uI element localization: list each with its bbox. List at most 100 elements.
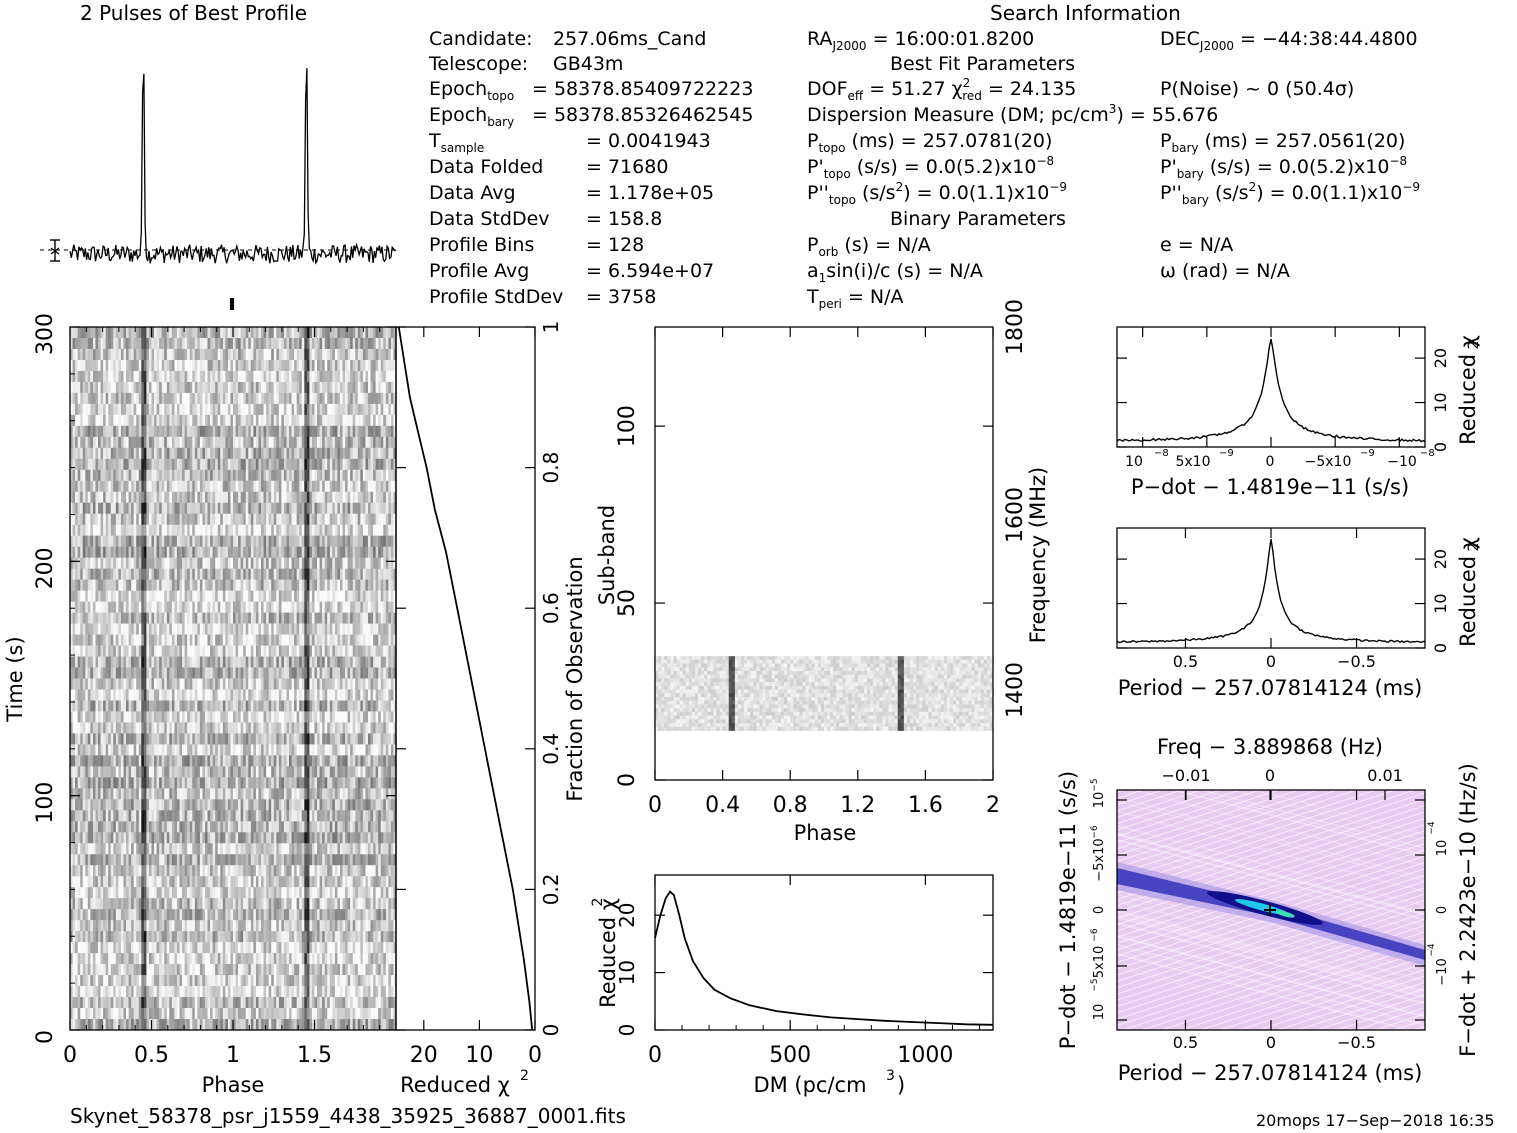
time-phase-cell bbox=[184, 700, 188, 712]
time-phase-cell bbox=[253, 590, 257, 603]
time-phase-cell bbox=[110, 601, 114, 613]
time-phase-cell bbox=[378, 568, 382, 581]
time-phase-cell bbox=[367, 359, 371, 372]
time-phase-cell bbox=[169, 700, 173, 712]
time-phase-cell bbox=[276, 601, 280, 613]
time-phase-cell bbox=[230, 568, 234, 581]
time-phase-cell bbox=[301, 634, 305, 646]
time-phase-cell bbox=[317, 469, 320, 482]
time-phase-cell bbox=[87, 656, 91, 668]
time-phase-cell bbox=[311, 535, 315, 548]
time-phase-cell bbox=[263, 645, 267, 657]
time-phase-cell bbox=[296, 524, 300, 537]
time-phase-cell bbox=[238, 623, 242, 635]
time-phase-cell bbox=[383, 557, 387, 570]
time-phase-cell bbox=[212, 733, 216, 745]
time-phase-cell bbox=[263, 348, 267, 361]
time-phase-cell bbox=[110, 458, 114, 471]
time-phase-cell bbox=[365, 458, 369, 471]
time-phase-cell bbox=[187, 700, 191, 712]
time-phase-cell bbox=[365, 733, 369, 745]
time-phase-cell bbox=[390, 513, 394, 526]
time-phase-cell bbox=[131, 348, 135, 361]
time-phase-cell bbox=[166, 568, 170, 581]
time-phase-cell bbox=[345, 447, 349, 460]
time-phase-cell bbox=[324, 678, 328, 690]
time-phase-cell bbox=[273, 425, 277, 438]
time-phase-cell bbox=[324, 612, 328, 624]
time-phase-cell bbox=[220, 436, 224, 449]
time-phase-cell bbox=[243, 590, 247, 603]
time-phase-cell bbox=[110, 436, 114, 449]
time-phase-cell bbox=[70, 667, 73, 679]
time-phase-cell bbox=[268, 513, 272, 526]
time-phase-cell bbox=[110, 678, 114, 690]
time-phase-cell bbox=[100, 689, 104, 701]
time-phase-cell bbox=[128, 601, 132, 613]
time-phase-cell bbox=[393, 502, 397, 515]
time-phase-cell bbox=[309, 612, 313, 624]
time-phase-cell bbox=[271, 612, 275, 624]
time-phase-cell bbox=[230, 513, 234, 526]
time-phase-cell bbox=[317, 327, 320, 339]
time-phase-cell bbox=[126, 590, 129, 603]
time-phase-cell bbox=[342, 359, 346, 372]
time-phase-cell bbox=[334, 700, 338, 712]
time-phase-cell bbox=[390, 381, 394, 394]
time-phase-cell bbox=[385, 700, 389, 712]
time-phase-cell bbox=[77, 381, 81, 394]
time-phase-cell bbox=[365, 744, 369, 756]
time-phase-cell bbox=[233, 337, 236, 350]
time-phase-cell bbox=[189, 370, 193, 383]
time-phase-cell bbox=[352, 579, 356, 592]
time-phase-cell bbox=[289, 689, 292, 701]
time-phase-cell bbox=[301, 348, 305, 361]
time-phase-cell bbox=[306, 667, 310, 679]
time-phase-cell bbox=[187, 733, 191, 745]
time-phase-cell bbox=[317, 491, 320, 504]
time-phase-cell bbox=[131, 656, 135, 668]
time-phase-cell bbox=[225, 425, 229, 438]
time-phase-cell bbox=[227, 568, 231, 581]
time-phase-cell bbox=[225, 327, 229, 339]
time-phase-cell bbox=[278, 414, 282, 427]
time-phase-cell bbox=[339, 480, 343, 493]
time-phase-cell bbox=[390, 535, 394, 548]
time-phase-cell bbox=[131, 612, 135, 624]
time-phase-cell bbox=[291, 370, 295, 383]
time-phase-cell bbox=[100, 744, 104, 756]
time-phase-cell bbox=[309, 568, 313, 581]
time-phase-cell bbox=[143, 392, 147, 405]
time-phase-cell bbox=[212, 524, 216, 537]
time-phase-cell bbox=[70, 359, 73, 372]
time-phase-cell bbox=[319, 425, 323, 438]
time-phase-cell bbox=[317, 436, 320, 449]
time-phase-cell bbox=[362, 337, 366, 350]
time-phase-cell bbox=[77, 327, 81, 339]
time-phase-cell bbox=[131, 557, 135, 570]
time-phase-cell bbox=[339, 535, 343, 548]
time-phase-cell bbox=[161, 634, 165, 646]
time-phase-cell bbox=[118, 656, 122, 668]
time-phase-cell bbox=[182, 327, 186, 339]
time-phase-cell bbox=[355, 711, 359, 723]
time-phase-cell bbox=[103, 370, 107, 383]
time-phase-cell bbox=[266, 744, 270, 756]
time-phase-cell bbox=[194, 700, 198, 712]
time-phase-cell bbox=[281, 392, 285, 405]
time-phase-cell bbox=[240, 612, 244, 624]
time-phase-cell bbox=[235, 403, 239, 416]
time-phase-cell bbox=[189, 458, 193, 471]
time-phase-cell bbox=[240, 656, 244, 668]
time-phase-cell bbox=[138, 337, 142, 350]
time-phase-cell bbox=[273, 623, 277, 635]
time-phase-cell bbox=[299, 634, 303, 646]
time-phase-cell bbox=[240, 447, 244, 460]
time-phase-cell bbox=[110, 733, 114, 745]
time-phase-cell bbox=[222, 436, 226, 449]
time-phase-cell bbox=[357, 414, 361, 427]
time-phase-cell bbox=[240, 491, 244, 504]
time-phase-cell bbox=[253, 469, 257, 482]
time-phase-cell bbox=[230, 469, 234, 482]
time-phase-cell bbox=[289, 645, 292, 657]
